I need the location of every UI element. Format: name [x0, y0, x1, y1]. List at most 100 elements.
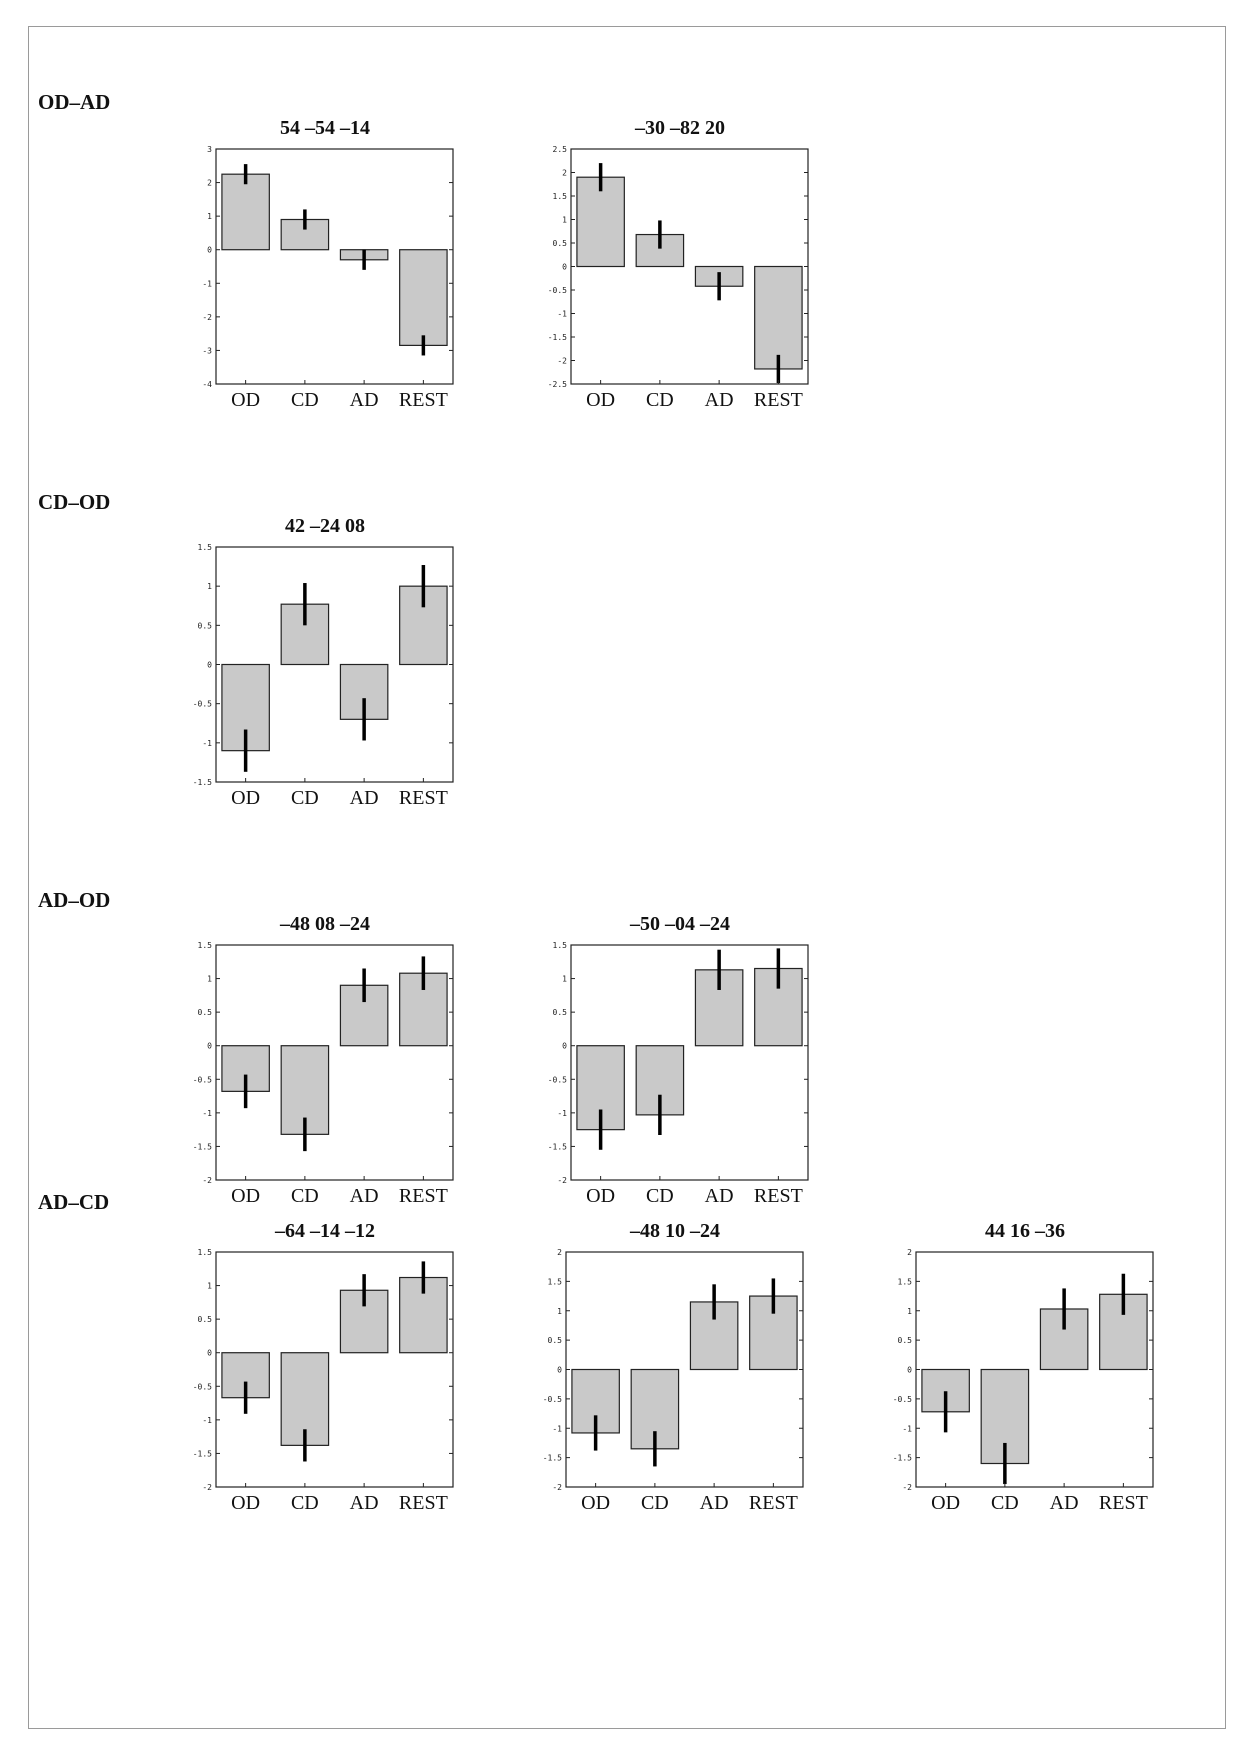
y-tick-label: 0	[562, 263, 567, 272]
bar-od	[576, 176, 625, 268]
y-tick-label: 0	[207, 246, 212, 255]
y-tick-label: -1.5	[893, 1454, 912, 1463]
bar-chart: 1.5 1 0.5 0 -0.5 -1 -1.5 -2 OD CD AD REST	[193, 1248, 454, 1514]
y-tick-label: 0.5	[898, 1336, 913, 1345]
bar-chart-panel: 44 16 –36 2 1.5 1 0.5 0 -0.5 -1 -1.5 -2 OD CD AD RES…	[890, 1220, 1160, 1520]
bar-chart: 2 1.5 1 0.5 0 -0.5 -1 -1.5 -2 OD CD AD REST	[543, 1248, 804, 1514]
category-label: CD	[991, 1492, 1019, 1514]
y-tick-label: -2	[557, 357, 567, 366]
y-tick-label: -1	[202, 739, 212, 748]
y-tick-label: 1	[562, 975, 567, 984]
category-label: OD	[231, 787, 260, 809]
y-tick-label: 0	[207, 1042, 212, 1051]
chart-title: –48 10 –24	[630, 1220, 720, 1242]
category-label: REST	[399, 389, 448, 411]
plot-frame	[215, 148, 454, 385]
bar-chart-panel: 42 –24 08 1.5 1 0.5 0 -0.5 -1 -1.5 OD CD AD REST	[190, 515, 460, 815]
y-tick-label: -2	[202, 1176, 212, 1185]
y-tick-label: 2	[907, 1248, 912, 1257]
category-label: OD	[231, 389, 260, 411]
y-tick-label: -0.5	[548, 286, 567, 295]
category-label: CD	[291, 1492, 319, 1514]
category-label: REST	[1099, 1492, 1148, 1514]
bar-od	[221, 1352, 270, 1399]
category-label: REST	[399, 787, 448, 809]
category-label: CD	[641, 1492, 669, 1514]
category-label: AD	[350, 1185, 379, 1207]
y-tick-label: -0.5	[543, 1395, 562, 1404]
category-label: OD	[231, 1492, 260, 1514]
y-tick-label: -2.5	[548, 380, 567, 389]
bar-od	[221, 173, 270, 251]
category-label: OD	[581, 1492, 610, 1514]
y-tick-label: -4	[202, 380, 212, 389]
category-label: OD	[931, 1492, 960, 1514]
y-tick-label: 0.5	[553, 1008, 568, 1017]
plot-frame	[215, 944, 454, 1181]
bar-chart-panel: –48 08 –24 1.5 1 0.5 0 -0.5 -1 -1.5 -2 OD CD AD RES…	[190, 913, 460, 1213]
y-tick-label: 2	[207, 179, 212, 188]
y-tick-label: 0	[557, 1366, 562, 1375]
y-tick-label: 1	[207, 975, 212, 984]
y-tick-label: 1	[207, 212, 212, 221]
y-tick-label: 0.5	[198, 621, 213, 630]
bar-chart: 3 2 1 0 -1 -2 -3 -4 OD CD AD REST	[202, 145, 454, 411]
y-tick-label: 3	[207, 145, 212, 154]
category-label: CD	[291, 389, 319, 411]
y-tick-label: 2.5	[553, 145, 568, 154]
category-label: AD	[700, 1492, 729, 1514]
section-label-od-ad: OD–AD	[38, 90, 111, 114]
bar-rest	[399, 249, 448, 346]
y-tick-label: 1	[557, 1307, 562, 1316]
category-label: AD	[705, 1185, 734, 1207]
chart-title: –30 –82 20	[635, 117, 725, 139]
chart-title: –48 08 –24	[280, 913, 370, 935]
category-label: CD	[291, 1185, 319, 1207]
category-label: OD	[586, 1185, 615, 1207]
chart-title: 42 –24 08	[285, 515, 365, 537]
y-tick-label: 0	[207, 1349, 212, 1358]
chart-title: –50 –04 –24	[630, 913, 730, 935]
y-tick-label: -1	[557, 1109, 567, 1118]
y-tick-label: -2	[202, 1483, 212, 1492]
category-label: AD	[350, 389, 379, 411]
y-tick-label: 1	[207, 582, 212, 591]
y-tick-label: 0.5	[198, 1315, 213, 1324]
y-tick-label: 1	[562, 216, 567, 225]
category-label: AD	[1050, 1492, 1079, 1514]
y-tick-label: -1.5	[548, 333, 567, 342]
category-label: AD	[705, 389, 734, 411]
bar-chart: 1.5 1 0.5 0 -0.5 -1 -1.5 OD CD AD REST	[193, 543, 454, 809]
plot-frame	[215, 1251, 454, 1488]
category-label: AD	[350, 1492, 379, 1514]
bar-chart-panel: 54 –54 –14 3 2 1 0 -1 -2 -3 -4 OD CD AD REST	[190, 117, 460, 417]
y-tick-label: -1.5	[193, 1142, 212, 1151]
y-tick-label: -1	[557, 310, 567, 319]
y-tick-label: 0.5	[548, 1336, 563, 1345]
category-label: CD	[646, 1185, 674, 1207]
y-tick-label: 1.5	[198, 1248, 213, 1257]
chart-title: –64 –14 –12	[275, 1220, 375, 1242]
y-tick-label: 1.5	[553, 192, 568, 201]
category-label: REST	[754, 1185, 803, 1207]
y-tick-label: 1	[207, 1282, 212, 1291]
y-tick-label: -0.5	[893, 1395, 912, 1404]
bar-chart: 2.5 2 1.5 1 0.5 0 -0.5 -1 -1.5 -2 -2.5 OD CD AD REST	[548, 145, 809, 411]
bar-chart: 1.5 1 0.5 0 -0.5 -1 -1.5 -2 OD CD AD REST	[548, 941, 809, 1207]
bar-chart-panel: –64 –14 –12 1.5 1 0.5 0 -0.5 -1 -1.5 -2 OD CD AD RE…	[190, 1220, 460, 1520]
y-tick-label: 0.5	[553, 239, 568, 248]
y-tick-label: 1.5	[548, 1277, 563, 1286]
category-label: AD	[350, 787, 379, 809]
bar-chart: 2 1.5 1 0.5 0 -0.5 -1 -1.5 -2 OD CD AD REST	[893, 1248, 1154, 1514]
bar-chart-panel: –30 –82 20 2.5 2 1.5 1 0.5 0 -0.5 -1 -1.5 -2 -2.5 O…	[545, 117, 815, 417]
plot-frame	[570, 944, 809, 1181]
category-label: REST	[399, 1492, 448, 1514]
y-tick-label: -1	[552, 1424, 562, 1433]
y-tick-label: 1	[907, 1307, 912, 1316]
y-tick-label: 1.5	[198, 941, 213, 950]
bar-chart-panel: –48 10 –24 2 1.5 1 0.5 0 -0.5 -1 -1.5 -2 OD CD AD RE…	[540, 1220, 810, 1520]
y-tick-label: 1.5	[898, 1277, 913, 1286]
y-tick-label: 0.5	[198, 1008, 213, 1017]
y-tick-label: -1.5	[193, 1449, 212, 1458]
category-label: OD	[586, 389, 615, 411]
